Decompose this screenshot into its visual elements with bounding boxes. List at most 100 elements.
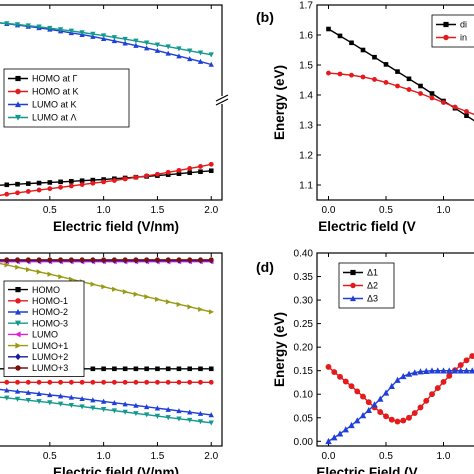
data-point-1 (394, 418, 401, 425)
data-point-0 (15, 181, 20, 187)
data-point-3 (90, 31, 96, 37)
data-point-3 (165, 415, 171, 421)
chart-panel-b: 0.0 0.5 1.0 1.1 1.2 1.3 1.4 1.5 1.6 1.7 Electric f… (272, 1, 474, 234)
data-point-1 (325, 363, 332, 370)
data-point-0 (176, 171, 182, 176)
data-point-1 (58, 184, 63, 190)
data-point-0 (4, 182, 10, 188)
data-point-1 (388, 416, 395, 423)
data-point-1 (429, 95, 435, 101)
data-point-7 (111, 257, 117, 263)
data-point-5 (112, 286, 118, 292)
data-point-2 (100, 398, 107, 404)
data-point-3 (79, 30, 85, 36)
data-point-0 (349, 40, 354, 46)
data-point-0 (144, 366, 149, 372)
legend-entry: HOMO at Γ (32, 74, 78, 84)
x-tick-label: 0.0 (322, 451, 336, 462)
plot-frame (0, 252, 223, 447)
data-point-5 (187, 304, 193, 310)
data-point-1 (406, 87, 412, 93)
data-point-1 (144, 173, 150, 179)
data-point-2 (122, 401, 128, 407)
data-point-1 (58, 379, 63, 385)
data-point-5 (47, 271, 53, 277)
data-point-2 (440, 367, 447, 374)
data-point-2 (446, 367, 453, 374)
data-point-2 (325, 437, 332, 445)
data-point-7 (68, 257, 74, 263)
legend: di in (431, 14, 474, 48)
axis-break-mark (215, 98, 229, 106)
data-point-7 (122, 257, 128, 263)
y-tick-label: 0.40 (294, 249, 314, 260)
legend: Δ1 Δ2 Δ3 (338, 262, 395, 309)
panel-label-d: (d) (256, 259, 274, 275)
data-point-2 (400, 372, 407, 380)
data-point-3 (144, 40, 150, 46)
data-point-1 (90, 180, 96, 186)
data-point-7 (165, 257, 171, 263)
y-tick-label: 0.25 (294, 319, 314, 330)
data-point-0 (418, 83, 423, 89)
data-point-1 (101, 179, 107, 185)
y-axis-label: Energy (eV) (272, 312, 287, 387)
data-point-0 (176, 366, 182, 372)
legend-marker (15, 320, 21, 327)
y-tick-label: 0.00 (294, 437, 314, 448)
data-point-3 (144, 412, 150, 418)
data-point-1 (187, 165, 193, 171)
data-point-5 (122, 289, 128, 295)
data-point-7 (90, 257, 96, 263)
data-point-5 (208, 309, 214, 315)
data-point-7 (58, 257, 63, 263)
y-tick-label: 0.15 (294, 366, 314, 377)
data-point-1 (326, 70, 331, 76)
data-point-1 (441, 100, 446, 105)
data-point-1 (383, 413, 389, 420)
data-point-0 (360, 47, 366, 53)
chart-panel-d: 0.0 0.5 1.0 0.00 0.05 0.10 0.15 0.20 0.25 0.30 0.3… (272, 249, 474, 474)
data-point-1 (440, 379, 447, 385)
data-point-0 (208, 168, 214, 174)
data-point-2 (144, 45, 150, 51)
legend-entry: Δ1 (367, 268, 378, 278)
data-point-0 (429, 91, 435, 96)
data-point-1 (342, 378, 349, 385)
legend-marker (14, 331, 21, 338)
data-point-2 (377, 395, 384, 402)
legend-marker (15, 75, 21, 82)
legend-entry: HOMO-3 (32, 318, 68, 328)
data-point-1 (464, 109, 469, 114)
panel-label-b: (b) (256, 9, 274, 25)
data-point-7 (15, 257, 20, 263)
legend-entry: LUMO (32, 330, 58, 340)
x-tick-label: 0.0 (322, 205, 336, 216)
data-point-2 (342, 426, 349, 433)
x-tick-label: 1.0 (97, 205, 111, 216)
data-point-0 (47, 180, 53, 185)
data-point-3 (208, 420, 214, 426)
x-axis-label: Electric field (V/nm) (53, 219, 179, 234)
data-point-2 (122, 40, 128, 46)
data-point-5 (133, 291, 139, 297)
data-point-2 (451, 367, 459, 374)
data-point-2 (469, 367, 474, 374)
plot-area (325, 353, 474, 445)
data-point-2 (336, 430, 344, 437)
data-point-1 (198, 379, 203, 385)
legend-marker (15, 353, 21, 361)
data-point-1 (434, 385, 441, 392)
x-tick-label: 1.5 (150, 205, 164, 216)
data-point-0 (326, 26, 331, 32)
legend-marker (350, 295, 356, 302)
data-point-2 (354, 417, 361, 424)
data-point-1 (208, 379, 214, 385)
data-point-5 (4, 262, 10, 268)
legend-entry: HOMO at K (32, 87, 79, 97)
axis-break-mask (214, 96, 230, 104)
data-point-5 (155, 296, 161, 302)
data-point-0 (155, 366, 160, 372)
data-point-2 (331, 434, 338, 441)
data-point-2 (133, 42, 139, 48)
